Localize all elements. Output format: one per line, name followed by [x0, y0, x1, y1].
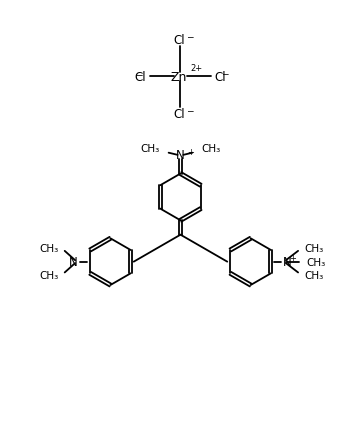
Text: N: N: [69, 255, 78, 268]
Text: CH₃: CH₃: [141, 143, 160, 153]
Text: N: N: [176, 149, 185, 162]
Text: Cl: Cl: [135, 71, 146, 84]
Text: −: −: [135, 70, 143, 79]
Text: −: −: [221, 69, 229, 78]
Text: CH₃: CH₃: [305, 271, 324, 281]
Text: Cl: Cl: [215, 71, 226, 84]
Text: Cl: Cl: [173, 34, 184, 47]
Text: CH₃: CH₃: [201, 143, 220, 153]
Text: +: +: [187, 148, 194, 156]
Text: CH₃: CH₃: [39, 271, 58, 281]
Text: Zn: Zn: [170, 71, 187, 84]
Text: −: −: [186, 32, 193, 42]
Text: Cl: Cl: [173, 107, 184, 120]
Text: +: +: [289, 253, 296, 262]
Text: CH₃: CH₃: [306, 257, 326, 267]
Text: CH₃: CH₃: [305, 244, 324, 254]
Text: N: N: [283, 255, 292, 268]
Text: −: −: [186, 106, 193, 115]
Text: 2+: 2+: [191, 64, 203, 73]
Text: CH₃: CH₃: [39, 244, 58, 254]
